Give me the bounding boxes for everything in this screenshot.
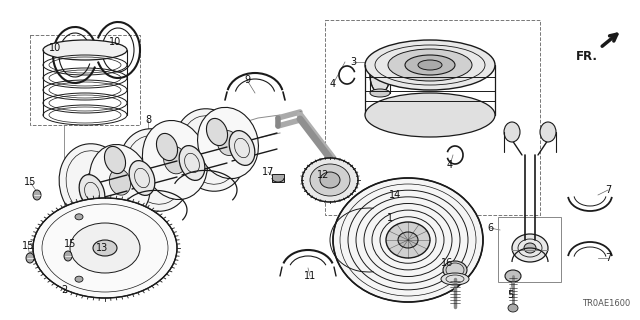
Text: 8: 8: [145, 115, 151, 125]
Ellipse shape: [79, 175, 105, 209]
Text: 15: 15: [64, 239, 76, 249]
Ellipse shape: [218, 131, 239, 156]
Ellipse shape: [365, 93, 495, 137]
Ellipse shape: [200, 137, 220, 163]
Ellipse shape: [441, 273, 469, 285]
Text: 15: 15: [22, 241, 34, 251]
Ellipse shape: [156, 133, 177, 161]
Text: 5: 5: [507, 290, 513, 300]
Text: 11: 11: [304, 271, 316, 281]
Ellipse shape: [388, 49, 472, 81]
Ellipse shape: [512, 234, 548, 262]
Ellipse shape: [119, 129, 191, 211]
Ellipse shape: [443, 261, 467, 279]
Ellipse shape: [75, 214, 83, 220]
Text: 16: 16: [441, 258, 453, 268]
Text: 10: 10: [49, 43, 61, 53]
Ellipse shape: [43, 40, 127, 60]
Text: 7: 7: [605, 185, 611, 195]
Text: 3: 3: [350, 57, 356, 67]
Text: TR0AE1600: TR0AE1600: [582, 299, 630, 308]
Ellipse shape: [145, 157, 165, 183]
Ellipse shape: [365, 40, 495, 90]
Ellipse shape: [84, 172, 106, 198]
Text: 1: 1: [387, 213, 393, 223]
Ellipse shape: [104, 147, 125, 173]
Ellipse shape: [370, 57, 390, 93]
Ellipse shape: [33, 190, 41, 200]
Text: 4: 4: [330, 79, 336, 89]
Ellipse shape: [59, 144, 131, 226]
Ellipse shape: [540, 122, 556, 142]
Text: 7: 7: [605, 253, 611, 263]
Ellipse shape: [75, 276, 83, 282]
Ellipse shape: [143, 121, 207, 199]
Ellipse shape: [207, 118, 228, 146]
Ellipse shape: [93, 240, 117, 256]
Ellipse shape: [405, 55, 455, 75]
Ellipse shape: [310, 164, 350, 196]
Ellipse shape: [398, 232, 418, 248]
Text: 2: 2: [61, 285, 67, 295]
Text: 4: 4: [447, 160, 453, 170]
Ellipse shape: [370, 89, 390, 97]
Ellipse shape: [320, 172, 340, 188]
Bar: [498, 217, 561, 282]
Bar: [30, 35, 140, 125]
Text: 17: 17: [262, 167, 274, 177]
Ellipse shape: [198, 108, 259, 179]
Ellipse shape: [174, 109, 246, 191]
Ellipse shape: [129, 161, 155, 196]
Text: 13: 13: [96, 243, 108, 253]
Ellipse shape: [64, 251, 72, 261]
Text: 15: 15: [24, 177, 36, 187]
Ellipse shape: [333, 178, 483, 302]
Ellipse shape: [504, 122, 520, 142]
Ellipse shape: [109, 169, 131, 195]
Text: 9: 9: [244, 75, 250, 85]
Text: 12: 12: [317, 170, 329, 180]
Ellipse shape: [26, 253, 34, 263]
Ellipse shape: [33, 198, 177, 298]
Text: 6: 6: [487, 223, 493, 233]
Ellipse shape: [370, 53, 390, 61]
Ellipse shape: [179, 146, 205, 180]
Ellipse shape: [508, 304, 518, 312]
Ellipse shape: [90, 145, 150, 220]
Ellipse shape: [418, 60, 442, 70]
Ellipse shape: [70, 223, 140, 273]
Text: FR.: FR.: [576, 50, 598, 63]
Ellipse shape: [302, 158, 358, 202]
Ellipse shape: [505, 270, 521, 282]
Bar: [272, 174, 284, 182]
Ellipse shape: [229, 131, 255, 165]
Text: 10: 10: [109, 37, 121, 47]
Text: 14: 14: [389, 190, 401, 200]
Ellipse shape: [524, 243, 536, 253]
Bar: [325, 20, 540, 215]
Ellipse shape: [164, 146, 186, 174]
Ellipse shape: [386, 222, 430, 258]
